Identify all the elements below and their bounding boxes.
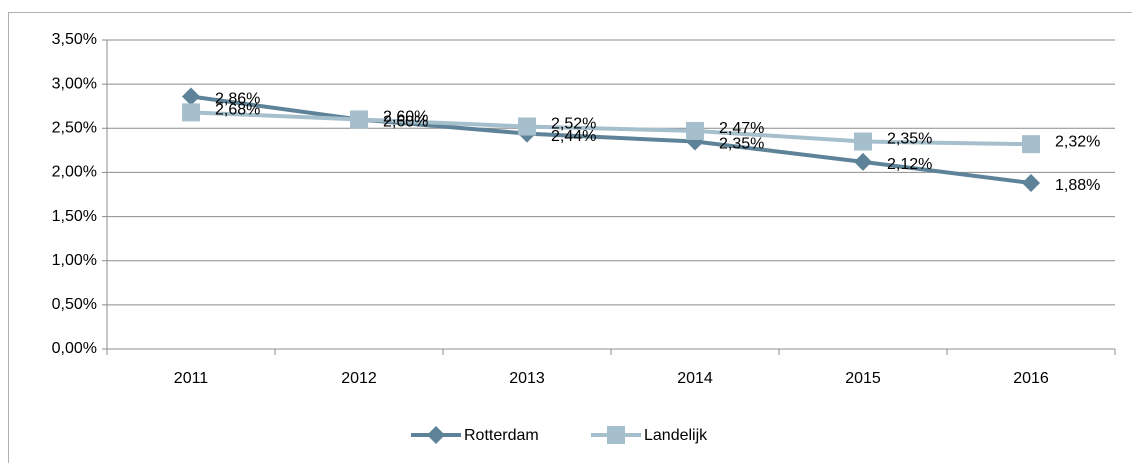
marker bbox=[518, 117, 536, 136]
data-label: 2,60% bbox=[383, 114, 428, 131]
y-tick-label: 0,50% bbox=[52, 296, 97, 313]
x-tick-label: 2016 bbox=[1013, 370, 1049, 387]
data-label: 1,88% bbox=[1055, 177, 1100, 194]
x-tick-label: 2015 bbox=[845, 370, 881, 387]
marker bbox=[1022, 135, 1040, 154]
legend-label: Landelijk bbox=[644, 427, 708, 444]
data-label: 2,35% bbox=[719, 136, 764, 153]
legend-marker bbox=[607, 426, 625, 444]
y-tick-label: 2,00% bbox=[52, 164, 97, 181]
data-label: 2,47% bbox=[719, 120, 764, 137]
data-label: 2,60% bbox=[383, 109, 428, 126]
marker bbox=[686, 121, 704, 140]
x-tick-label: 2012 bbox=[341, 370, 377, 387]
x-tick-label: 2011 bbox=[174, 370, 209, 387]
y-tick-label: 1,50% bbox=[52, 208, 97, 225]
data-label: 2,44% bbox=[551, 128, 596, 145]
series-line bbox=[190, 94, 1032, 186]
chart-frame bbox=[8, 12, 1132, 463]
legend-label: Rotterdam bbox=[464, 427, 539, 444]
legend-marker bbox=[427, 426, 445, 444]
y-tick-label: 3,00% bbox=[52, 75, 97, 92]
data-label: 2,12% bbox=[887, 156, 932, 173]
marker bbox=[854, 132, 872, 151]
x-tick-label: 2014 bbox=[677, 370, 713, 387]
marker bbox=[350, 110, 368, 129]
data-label: 2,68% bbox=[215, 102, 260, 119]
x-tick-label: 2013 bbox=[509, 370, 545, 387]
marker bbox=[182, 103, 200, 122]
marker bbox=[182, 87, 200, 106]
y-tick-label: 0,00% bbox=[52, 340, 97, 357]
marker bbox=[854, 152, 872, 171]
y-tick-label: 1,00% bbox=[52, 252, 97, 269]
y-tick-label: 2,50% bbox=[52, 120, 97, 137]
data-label: 2,35% bbox=[887, 131, 932, 148]
data-label: 2,32% bbox=[1055, 133, 1100, 150]
data-label: 2,52% bbox=[551, 116, 596, 133]
series-line bbox=[190, 110, 1032, 147]
y-tick-label: 3,50% bbox=[52, 31, 97, 48]
data-label: 2,86% bbox=[215, 91, 260, 108]
marker bbox=[1022, 174, 1040, 193]
